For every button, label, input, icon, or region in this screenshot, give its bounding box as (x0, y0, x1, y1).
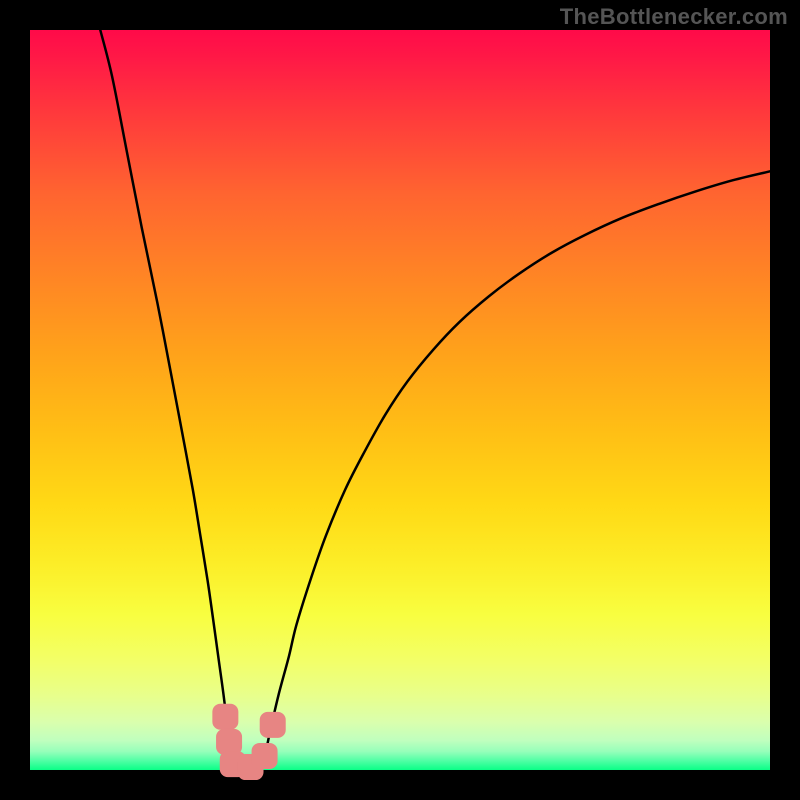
marker-point (212, 704, 238, 730)
plot-area (30, 30, 770, 770)
marker-point (260, 712, 286, 738)
marker-point (252, 743, 278, 769)
markers-group (212, 704, 285, 780)
chart-stage: TheBottlenecker.com (0, 0, 800, 800)
marker-point (216, 729, 242, 755)
watermark-text: TheBottlenecker.com (560, 4, 788, 30)
markers-layer (30, 30, 770, 770)
